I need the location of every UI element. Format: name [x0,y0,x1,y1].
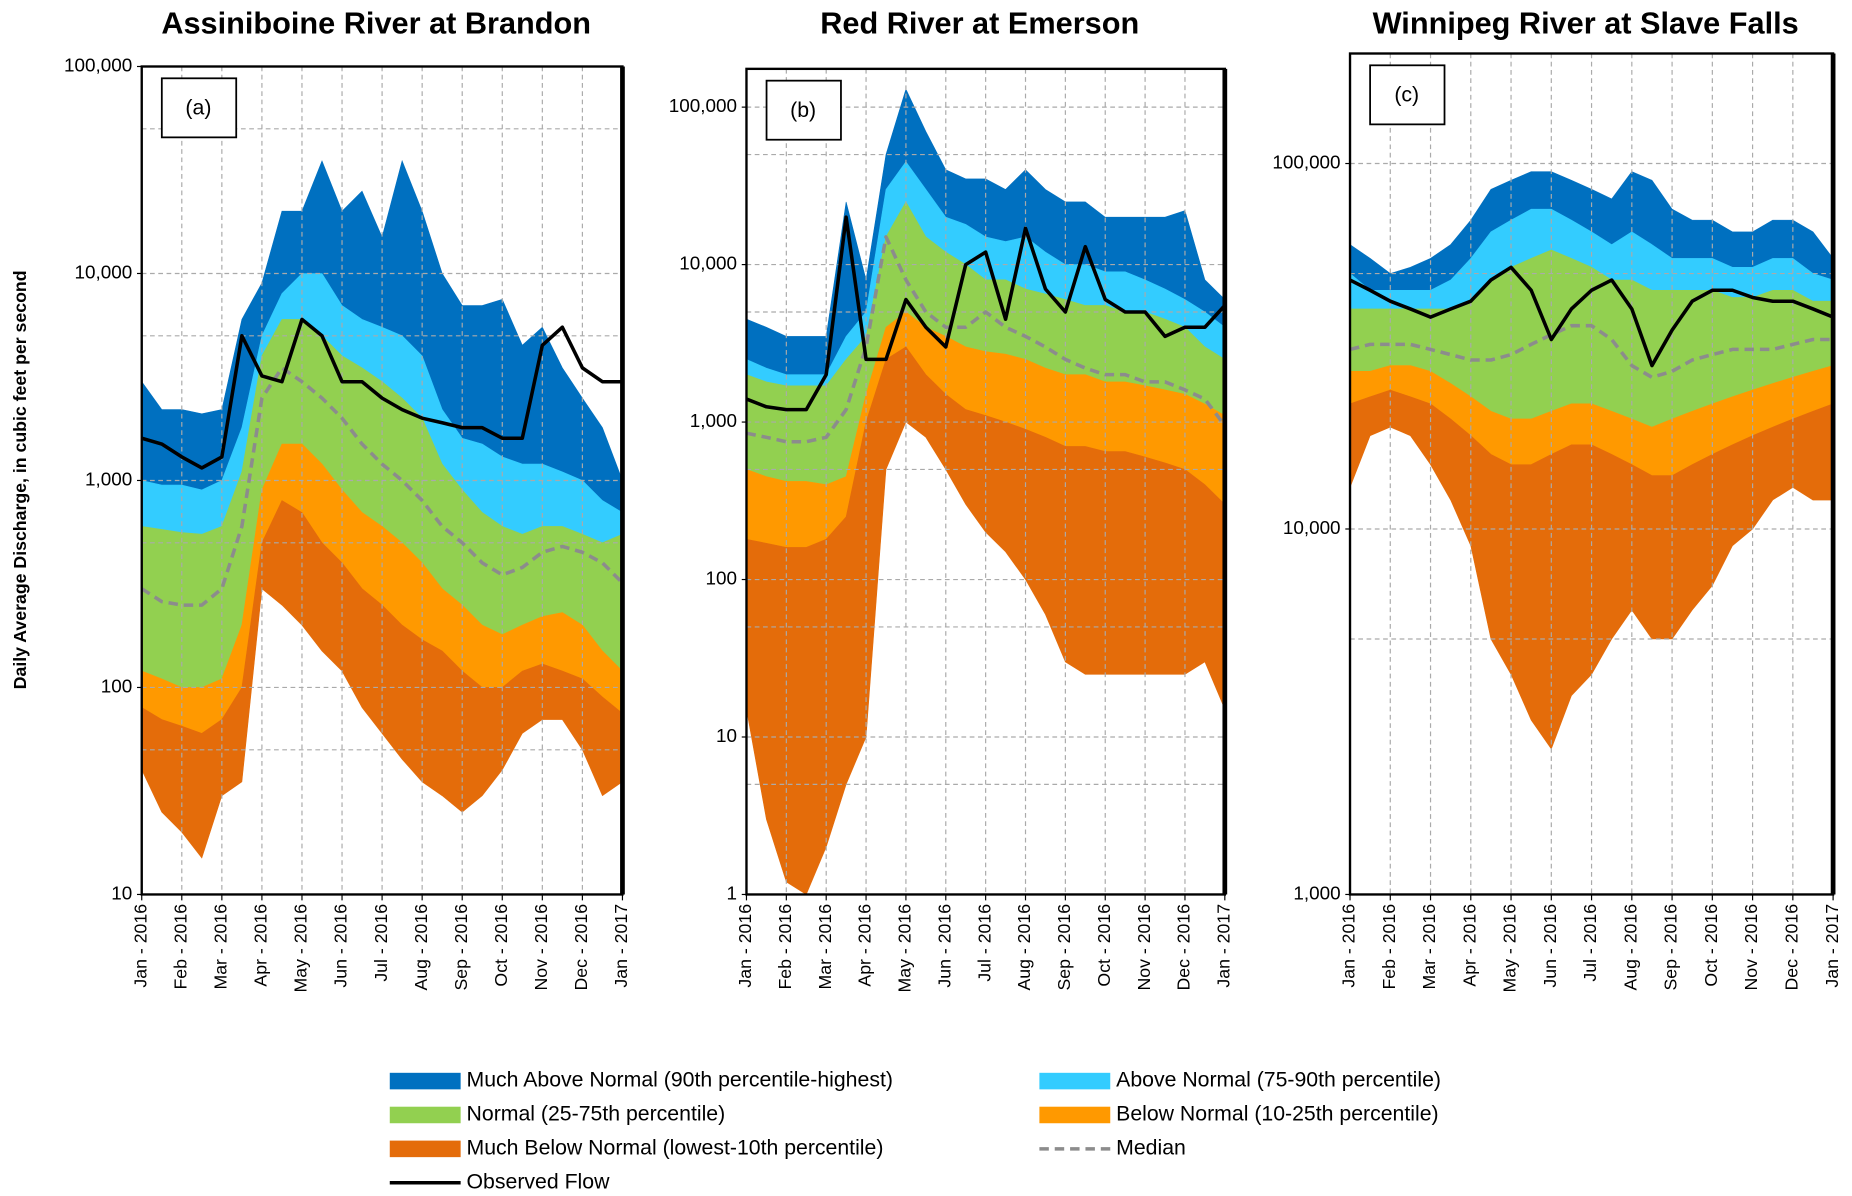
y-axis-label: Daily Average Discharge, in cubic feet p… [10,270,30,689]
y-tick-label: 100 [101,676,133,697]
x-tick-label: Sep - 2016 [1054,904,1074,991]
observed-line [746,215,1225,412]
observed-line [1350,265,1834,368]
panel-label: (c) [1394,83,1419,107]
x-tick-label: Feb - 2016 [170,904,190,990]
x-tick-label: Jul - 2016 [371,904,391,982]
x-tick-label: Jan - 2017 [1822,904,1842,988]
x-tick-label: Nov - 2016 [1741,904,1761,991]
x-tick-label: Jun - 2016 [331,904,351,988]
median-line [141,366,623,607]
x-tick-label: Jan - 2016 [735,904,755,988]
y-tick-label: 10,000 [1283,518,1341,539]
x-tick-label: May - 2016 [1500,904,1520,993]
x-tick-label: Oct - 2016 [491,904,511,987]
y-tick-label: 10 [716,726,737,747]
x-tick-label: Feb - 2016 [1379,904,1399,990]
x-tick-label: Jan - 2016 [130,904,150,988]
legend-swatch [389,1072,461,1090]
chart-title: Winnipeg River at Slave Falls [1373,5,1799,40]
x-tick-label: Jan - 2017 [611,904,631,988]
x-tick-label: Nov - 2016 [531,904,551,991]
panel-label: (a) [185,96,211,120]
x-tick-label: Oct - 2016 [1094,904,1114,987]
x-tick-label: Feb - 2016 [775,904,795,990]
y-tick-label: 100,000 [64,55,132,76]
x-tick-label: Aug - 2016 [411,904,431,991]
x-tick-label: Jan - 2017 [1213,904,1233,988]
observed-line [141,317,623,470]
x-tick-label: Jan - 2016 [1339,904,1359,988]
legend-label: Below Normal (10-25th percentile) [1116,1102,1438,1126]
x-tick-label: Sep - 2016 [1661,904,1681,991]
x-tick-label: Jun - 2016 [1540,904,1560,988]
y-tick-label: 100,000 [669,96,737,117]
legend-label: Observed Flow [467,1169,611,1193]
legend-label: Normal (25-75th percentile) [467,1102,726,1126]
legend-label: Much Below Normal (lowest-10th percentil… [467,1135,884,1159]
panel-label-box [1369,64,1446,126]
y-tick-label: 100 [706,569,738,590]
x-tick-label: Dec - 2016 [571,904,591,991]
chart-title: Red River at Emerson [820,5,1139,40]
y-tick-label: 10,000 [679,254,737,275]
x-tick-label: Sep - 2016 [451,904,471,991]
chart-title: Assiniboine River at Brandon [161,5,591,40]
y-tick-label: 10,000 [75,262,133,283]
y-tick-label: 100,000 [1272,153,1340,174]
x-tick-label: Aug - 2016 [1014,904,1034,991]
x-tick-label: May - 2016 [895,904,915,993]
legend-swatch [1039,1072,1111,1090]
y-tick-label: 1 [727,883,737,904]
y-tick-label: 1,000 [85,469,132,490]
legend-label: Much Above Normal (90th percentile-highe… [467,1068,893,1092]
panel-label-box [765,79,842,141]
y-tick-label: 1,000 [1293,883,1340,904]
x-tick-label: Apr - 2016 [855,904,875,987]
x-tick-label: May - 2016 [291,904,311,993]
median-line [1350,323,1834,380]
x-tick-label: Mar - 2016 [815,904,835,990]
y-tick-label: 1,000 [690,411,737,432]
x-tick-label: Nov - 2016 [1134,904,1154,991]
x-tick-label: Jul - 2016 [1580,904,1600,982]
x-tick-label: Jul - 2016 [974,904,994,982]
x-tick-label: Oct - 2016 [1701,904,1721,987]
x-tick-label: Aug - 2016 [1620,904,1640,991]
x-tick-label: Apr - 2016 [251,904,271,987]
x-tick-label: Jun - 2016 [934,904,954,988]
plot-area [1350,53,1834,895]
x-tick-label: Mar - 2016 [211,904,231,990]
panel-label-box [160,77,238,139]
median-line [746,235,1225,444]
x-tick-label: Mar - 2016 [1419,904,1439,990]
x-tick-label: Dec - 2016 [1174,904,1194,991]
legend-label: Median [1116,1135,1186,1159]
x-tick-label: Apr - 2016 [1459,904,1479,987]
panel-label: (b) [790,98,816,122]
legend-swatch [1039,1106,1111,1124]
plot-area [746,68,1225,895]
legend-swatch [389,1106,461,1124]
legend-swatch [389,1140,461,1158]
y-tick-label: 10 [111,883,132,904]
x-tick-label: Dec - 2016 [1782,904,1802,991]
plot-area [141,66,623,895]
legend-label: Above Normal (75-90th percentile) [1116,1068,1441,1092]
